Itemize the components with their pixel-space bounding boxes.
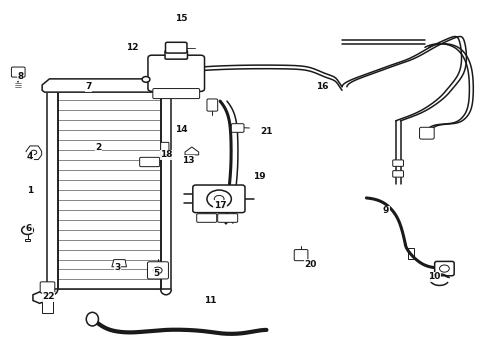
Polygon shape (42, 79, 181, 92)
Text: 4: 4 (27, 152, 33, 161)
Bar (407, 248, 413, 259)
FancyBboxPatch shape (11, 67, 25, 77)
Text: 22: 22 (42, 292, 55, 301)
FancyBboxPatch shape (165, 42, 186, 53)
FancyBboxPatch shape (294, 249, 307, 261)
Bar (47, 90, 58, 289)
Bar (58, 90, 160, 289)
Circle shape (439, 265, 448, 272)
Polygon shape (112, 260, 126, 267)
Bar (160, 90, 171, 289)
Text: 2: 2 (95, 143, 101, 152)
FancyBboxPatch shape (206, 99, 217, 111)
Text: 14: 14 (174, 125, 187, 134)
Circle shape (214, 195, 224, 203)
Polygon shape (184, 147, 198, 155)
FancyBboxPatch shape (40, 282, 55, 293)
Bar (24, 239, 30, 241)
Text: 3: 3 (114, 264, 121, 273)
Bar (41, 298, 53, 313)
Text: 21: 21 (260, 127, 272, 136)
Circle shape (153, 267, 162, 274)
Ellipse shape (86, 312, 98, 326)
Text: 5: 5 (153, 269, 160, 278)
FancyBboxPatch shape (140, 157, 159, 167)
Circle shape (206, 190, 231, 208)
Text: 19: 19 (252, 172, 265, 181)
FancyBboxPatch shape (147, 262, 168, 279)
Text: 1: 1 (27, 186, 33, 195)
FancyBboxPatch shape (419, 127, 433, 139)
Polygon shape (42, 79, 181, 92)
Text: 12: 12 (126, 43, 138, 52)
Text: 6: 6 (26, 224, 32, 233)
FancyBboxPatch shape (392, 171, 403, 177)
FancyBboxPatch shape (196, 214, 216, 222)
Text: 9: 9 (382, 206, 388, 215)
Circle shape (142, 77, 150, 82)
FancyBboxPatch shape (434, 261, 453, 276)
Circle shape (31, 150, 37, 154)
FancyBboxPatch shape (153, 89, 199, 99)
Text: 17: 17 (213, 201, 226, 210)
Text: 11: 11 (203, 296, 216, 305)
Polygon shape (26, 146, 41, 159)
Text: 7: 7 (85, 82, 91, 91)
Text: 13: 13 (182, 156, 194, 165)
Text: 16: 16 (316, 82, 328, 91)
Circle shape (21, 226, 33, 234)
FancyBboxPatch shape (148, 55, 204, 91)
FancyBboxPatch shape (217, 214, 237, 222)
Polygon shape (33, 292, 46, 303)
Text: 20: 20 (304, 260, 316, 269)
FancyBboxPatch shape (160, 142, 168, 154)
FancyBboxPatch shape (164, 50, 187, 59)
FancyBboxPatch shape (392, 160, 403, 166)
Text: 8: 8 (17, 72, 23, 81)
FancyBboxPatch shape (231, 124, 244, 132)
FancyBboxPatch shape (192, 185, 244, 213)
Text: 10: 10 (427, 272, 440, 281)
Text: 15: 15 (175, 14, 187, 23)
Text: 18: 18 (160, 150, 172, 159)
